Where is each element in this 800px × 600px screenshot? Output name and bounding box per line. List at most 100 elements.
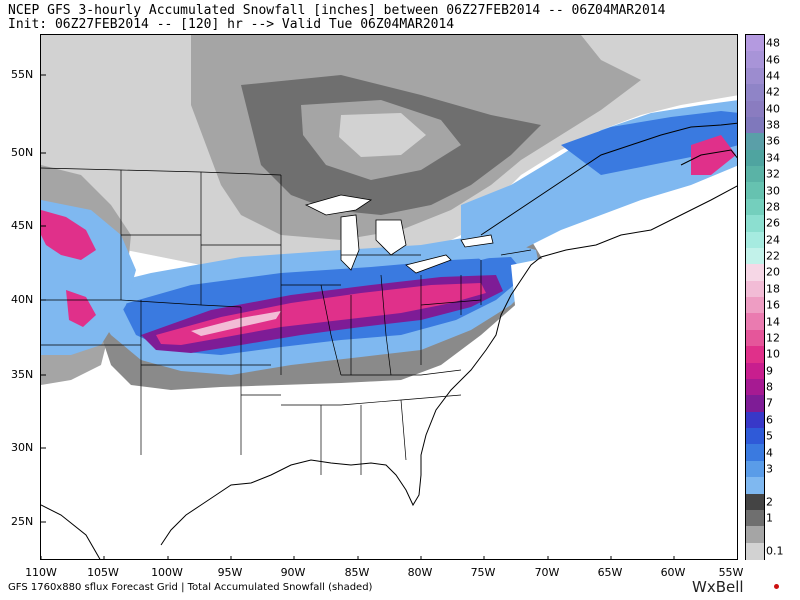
lake-huron: [375, 219, 407, 256]
legend-label: 12: [766, 331, 780, 345]
legend-label: 34: [766, 151, 780, 165]
snow-region-west-magenta-2: [66, 290, 96, 327]
lat-label-50n: 50N: [11, 146, 34, 159]
legend-swatch: [746, 116, 764, 134]
snow-region-west-magenta: [41, 210, 96, 260]
lon-label-80w: 80W: [407, 566, 433, 579]
lake-michigan: [340, 214, 360, 271]
legend-swatch: [746, 493, 764, 511]
legend-label: 4: [766, 446, 773, 460]
legend-label: 26: [766, 216, 780, 230]
legend-label: 16: [766, 298, 780, 312]
lon-label-70w: 70W: [534, 566, 560, 579]
legend-swatch: [746, 509, 764, 527]
legend-swatch: [746, 460, 764, 478]
ocean-gulf: [161, 475, 421, 559]
lon-label-95w: 95W: [217, 566, 243, 579]
legend-swatch: [746, 264, 764, 282]
legend-swatch: [746, 198, 764, 216]
lat-label-55n: 55N: [11, 68, 34, 81]
map-title: NCEP GFS 3-hourly Accumulated Snowfall […: [8, 3, 666, 18]
legend-label: 3: [766, 462, 773, 476]
coastline-east: [160, 185, 737, 546]
legend-swatch: [746, 411, 764, 429]
snow-band-magenta: [156, 283, 486, 345]
legend-label: 14: [766, 315, 780, 329]
legend-swatch: [746, 444, 764, 462]
lat-label-30n: 30N: [11, 441, 34, 454]
lat-label-45n: 45N: [11, 219, 34, 232]
brand-logo: WxBell: [692, 578, 744, 596]
lon-label-100w: 100W: [151, 566, 183, 579]
state-borders: [41, 167, 532, 475]
legend-label: 18: [766, 282, 780, 296]
legend-label: 7: [766, 396, 773, 410]
lon-label-60w: 60W: [660, 566, 686, 579]
lon-label-75w: 75W: [470, 566, 496, 579]
lon-label-110w: 110W: [25, 566, 57, 579]
color-legend: [745, 34, 765, 560]
footer-caption: GFS 1760x880 sflux Forecast Grid | Total…: [8, 582, 373, 593]
lake-superior: [304, 194, 373, 216]
legend-swatch: [746, 166, 764, 183]
legend-label: 2: [766, 495, 773, 509]
legend-label: 46: [766, 53, 780, 67]
legend-label: 1: [766, 511, 773, 525]
legend-label: 20: [766, 265, 780, 279]
legend-label: 30: [766, 184, 780, 198]
lat-label-25n: 25N: [11, 515, 34, 528]
legend-swatch: [746, 51, 764, 69]
legend-label: 5: [766, 429, 773, 443]
legend-swatch: [746, 477, 764, 494]
legend-label: 9: [766, 364, 773, 378]
lake-erie: [405, 254, 452, 274]
legend-label: 22: [766, 249, 780, 263]
snow-region-nova-scotia-magenta: [691, 135, 736, 175]
snow-band-pink-core: [191, 311, 281, 336]
brand-name: WxBell: [692, 578, 744, 596]
snow-region-gray-light-2: [339, 113, 426, 157]
legend-swatch: [746, 395, 764, 413]
legend-label: 48: [766, 36, 780, 50]
legend-label: 32: [766, 167, 780, 181]
lake-ontario: [460, 234, 494, 248]
legend-label: 40: [766, 102, 780, 116]
lon-label-90w: 90W: [280, 566, 306, 579]
legend-swatch: [746, 280, 764, 298]
legend-swatch: [746, 346, 764, 363]
legend-swatch: [746, 215, 764, 232]
legend-swatch: [746, 247, 764, 265]
legend-swatch: [746, 35, 764, 52]
legend-label: 24: [766, 233, 780, 247]
legend-swatch: [746, 182, 764, 200]
coastline-newfoundland: [680, 149, 737, 166]
legend-swatch: [746, 313, 764, 331]
legend-swatch: [746, 100, 764, 118]
lat-label-40n: 40N: [11, 293, 34, 306]
legend-swatch: [746, 84, 764, 101]
legend-label: 42: [766, 85, 780, 99]
lat-label-35n: 35N: [11, 368, 34, 381]
legend-swatch: [746, 329, 764, 347]
lon-label-85w: 85W: [344, 566, 370, 579]
map-subtitle: Init: 06Z27FEB2014 -- [120] hr --> Valid…: [8, 17, 455, 32]
legend-swatch: [746, 362, 764, 380]
lon-label-55w: 55W: [718, 566, 744, 579]
coastline-baja-gulf: [41, 504, 101, 559]
legend-label: 44: [766, 69, 780, 83]
legend-swatch: [746, 67, 764, 85]
legend-swatch: [746, 133, 764, 151]
legend-swatch: [746, 542, 764, 560]
legend-swatch: [746, 149, 764, 167]
legend-label: 0.1: [766, 544, 784, 558]
snowfall-map: [40, 34, 738, 560]
axis-ticks: [41, 74, 675, 559]
legend-label: 10: [766, 347, 780, 361]
coastline-canada: [480, 122, 737, 236]
lon-label-65w: 65W: [597, 566, 623, 579]
legend-label: 8: [766, 380, 773, 394]
legend-label: 6: [766, 413, 773, 427]
legend-swatch: [746, 526, 764, 544]
legend-swatch: [746, 297, 764, 314]
legend-swatch: [746, 428, 764, 445]
